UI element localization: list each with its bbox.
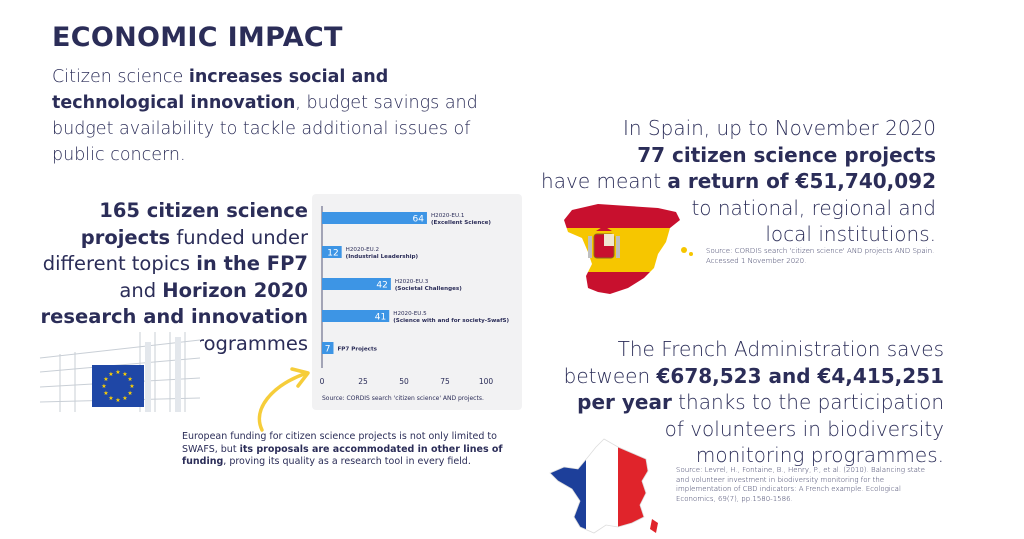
eu-star-icon: ★ [108,395,113,402]
chart-x-tick-label: 0 [320,377,325,386]
eu-star-icon: ★ [122,395,127,402]
france-line-2: between €678,523 and €4,415,251 [540,363,944,390]
chart-bar [322,342,334,354]
france-line-5: monitoring programmes. [695,443,944,467]
funded-part-5: Horizon 2020 research and innovation [40,278,308,329]
spain-line-2: 77 citizen science projects [637,142,936,167]
chart-x-tick-label: 100 [479,377,494,386]
spain-line-3: have meant a return of €51,740,092 [540,168,936,195]
spain-line-1: In Spain, up to November 2020 [623,116,936,140]
chart-bar-value: 7 [325,345,331,355]
chart-bar-value: 12 [327,249,338,259]
funded-part-3: in the FP7 [196,252,308,275]
funding-note-part-1: European funding for citizen science pro… [182,431,497,455]
funding-note-bold: its proposals are accommodated in other … [182,443,503,468]
funded-projects-statement: 165 citizen science projects funded unde… [30,198,308,357]
chart-category-sublabel: (Industrial Leadership) [346,254,419,260]
chart-category-sublabel: (Societal Challenges) [395,286,462,292]
funding-note-part-2: , proving its quality as a research tool… [223,456,471,467]
spain-line-3-part: have meant [541,169,668,193]
chart-category-label: H2020-EU.3 [395,279,429,285]
chart-source: Source: CORDIS search 'citizen science' … [322,395,484,402]
intro-text: Citizen science increases social and tec… [52,64,492,168]
spain-source: Source: CORDIS search 'citizen science' … [706,247,935,265]
france-line-3-part: thanks to the participation [671,390,944,414]
eu-star-icon: ★ [108,371,113,378]
eu-star-icon: ★ [122,371,127,378]
chart-bar-value: 64 [413,215,425,225]
chart-x-tick-label: 50 [399,377,409,386]
intro-part-1: Citizen science [52,67,189,87]
chart-bar [322,310,390,322]
france-flag-map-icon [549,438,658,534]
chart-bar [322,212,427,224]
spain-flag-map-icon [564,204,693,294]
page-title: ECONOMIC IMPACT [52,22,343,53]
funding-bar-chart: 64 H2020-EU.1(Excellent Science) 12 H2020-E… [320,206,510,402]
chart-bar [322,246,342,258]
eu-flag [92,365,144,407]
funded-part-2: funded under different topics [42,225,308,276]
chart-x-tick-label: 75 [440,377,450,386]
eu-star-icon: ★ [103,390,108,397]
curved-arrow-icon [257,367,310,432]
chart-background [312,194,522,410]
eu-star-icon: ★ [115,369,120,376]
spain-line-5: local institutions. [765,222,936,246]
france-savings-range: €678,523 and €4,415,251 [656,363,944,388]
chart-category-label: H2020-EU.5 [393,311,427,317]
chart-category-sublabel: (Science with and for society-SwafS) [393,318,509,324]
chart-bar [322,278,391,290]
eu-star-icon: ★ [103,376,108,383]
france-line-3: per year thanks to the participation [540,389,944,416]
funding-note: European funding for citizen science pro… [182,431,522,469]
spain-line-4: to national, regional and [691,195,936,220]
chart-category-label: H2020-EU.2 [346,247,379,253]
chart-category-sublabel: (Excellent Science) [431,220,491,226]
spain-statement: In Spain, up to November 2020 77 citizen… [540,115,936,248]
funded-part-1: citizen science projects [80,199,308,249]
funded-count: 165 [99,199,140,222]
funded-part-6: programmes [183,331,308,355]
eu-star-icon: ★ [115,397,120,404]
spain-return-amount: a return of €51,740,092 [667,169,936,193]
chart-category-label: FP7 Projects [337,347,377,353]
france-statement: The French Administration saves between … [540,336,944,469]
eu-star-icon: ★ [127,390,132,397]
chart-x-tick-label: 25 [358,377,368,386]
eu-star-icon: ★ [101,383,106,390]
france-per-year: per year [577,390,672,414]
intro-bold: increases social and technological innov… [52,67,389,113]
funded-part-4: and [119,278,163,302]
coat-of-arms-icon [588,226,620,259]
france-line-1: The French Administration saves [617,337,944,361]
france-source: Source: Levrel, H., Fontaine, B., Henry,… [676,466,925,503]
france-line-4: of volunteers in biodiversity [664,416,944,441]
eu-building-photo: ★ ★★★★★★★★★★★ [30,332,200,412]
chart-bar-value: 41 [375,313,386,323]
intro-part-2: , budget savings and budget availability… [52,93,478,165]
chart-category-label: H2020-EU.1 [431,213,465,219]
eu-star-icon: ★ [127,376,132,383]
france-line-2-part: between [563,363,657,388]
chart-bar-value: 42 [376,281,387,291]
eu-star-icon: ★ [129,383,134,390]
